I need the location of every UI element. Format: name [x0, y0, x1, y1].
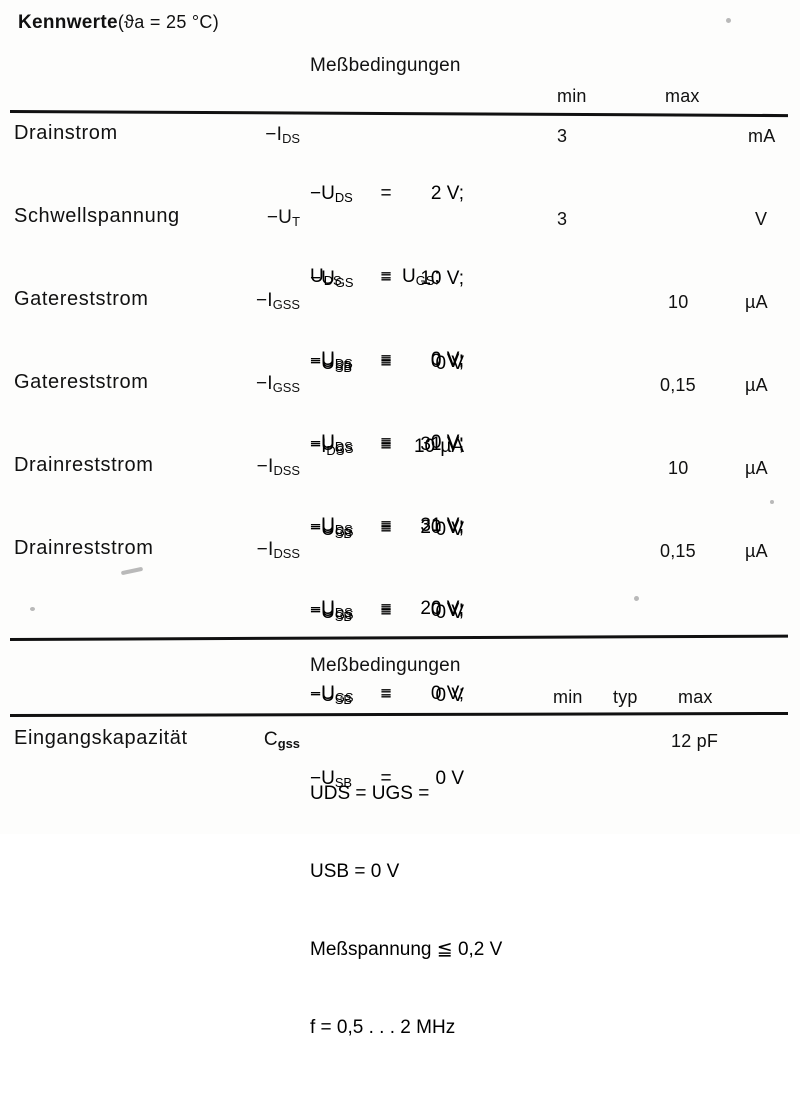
condition-line: −UGS = 31 V;: [310, 434, 464, 456]
datasheet-page: Kennwerte(ϑa = 25 °C) Meßbedingungen min…: [9, 12, 789, 1038]
condition-line: USB = 0 V: [310, 861, 400, 882]
row-unit: V: [755, 209, 768, 229]
row-conditions: −UDS = 0 V; −UGS = 31 V; −USB = 0 V: [310, 290, 464, 601]
page-title-condition: (ϑa = 25 °C): [117, 12, 220, 32]
row-symbol: −IGSS: [255, 290, 300, 312]
row-max-value: 0,15: [660, 375, 696, 395]
row-min-value: 3: [557, 126, 568, 146]
scan-speck: [634, 596, 639, 601]
row-unit: µA: [745, 375, 768, 395]
condition-line: Meßspannung ≦ 0,2 V: [310, 939, 503, 960]
row-symbol: −IGSS: [255, 373, 300, 395]
condition-line: −UGS = 0 V;: [310, 600, 464, 622]
row-unit: µA: [745, 541, 768, 561]
condition-line: −UGS = 10 V;: [310, 268, 464, 290]
condition-line: −UDS = 20 V;: [310, 598, 464, 620]
row-symbol: Cgss: [263, 729, 300, 751]
row-conditions: UDS = UGS = USB = 0 V Meßspannung ≦ 0,2 …: [310, 729, 502, 1093]
row-parameter: Drainreststrom: [14, 537, 154, 559]
section1-conditions-header: Meßbedingungen: [310, 55, 461, 76]
row-parameter: Drainreststrom: [14, 454, 154, 476]
scan-speck: [30, 607, 35, 611]
scan-speck: [120, 566, 144, 576]
row-symbol: −IDSS: [256, 456, 300, 478]
condition-line: −UDS = 0 V;: [310, 432, 464, 454]
row-conditions: −UDS = 2 V; −UGS = 10 V; −USB = 0 V: [310, 124, 464, 435]
condition-line: −UDS = 2 V;: [310, 183, 464, 205]
condition-line: −UDS = 31 V;: [310, 515, 464, 537]
row-conditions: −UDS = 20 V; −UGS = 0 V; −USB = 0 V: [310, 539, 464, 850]
page-title: Kennwerte(ϑa = 25 °C): [18, 12, 219, 34]
row-symbol: −IDS: [265, 124, 300, 146]
row-unit: mA: [748, 126, 776, 146]
condition-line: −UGS = 0 V;: [310, 683, 464, 705]
condition-line: −UGS = 20 V;: [310, 517, 464, 539]
row-max-value: 10: [668, 292, 689, 312]
condition-line: −USB = 0 V: [310, 519, 464, 541]
condition-line: −USB = 0 V: [310, 602, 464, 624]
condition-line: −USB = 0 V: [310, 685, 464, 707]
condition-line: f = 0,5 . . . 2 MHz: [310, 1017, 456, 1038]
condition-line: −USB = 0 V: [310, 768, 464, 790]
section1-col-max: max: [665, 86, 700, 106]
row-min-value: 3: [557, 209, 568, 229]
section1-col-min: min: [557, 86, 587, 106]
row-conditions: −UDS = 31 V; −UGS = 0 V; −USB = 0 V: [310, 456, 464, 767]
section2-conditions-header: Meßbedingungen: [310, 655, 461, 676]
section1-top-rule: [9, 110, 788, 118]
row-unit: µA: [745, 292, 768, 312]
section2-col-max: max: [678, 687, 713, 707]
row-conditions: UDS = UGS; −USB = 0 V; −IDS = 10 µA: [310, 207, 468, 518]
row-conditions: −UDS = 0 V; −UGS = 20 V; −USB = 0 V: [310, 373, 464, 684]
row-symbol: −IDSS: [256, 539, 300, 561]
condition-line: −UDS = 0 V;: [310, 349, 464, 371]
scan-speck: [770, 500, 774, 504]
condition-line: UDS = UGS;: [310, 266, 440, 288]
row-max-value: 10: [668, 458, 689, 478]
scan-speck: [726, 18, 731, 23]
row-symbol: −UT: [266, 207, 300, 229]
row-parameter: Drainstrom: [14, 122, 118, 144]
row-parameter: Gatereststrom: [14, 288, 149, 310]
row-parameter: Schwellspannung: [14, 205, 180, 227]
section2-col-typ: typ: [613, 687, 638, 707]
condition-line: −USB = 0 V;: [310, 351, 464, 373]
row-parameter: Eingangskapazität: [14, 727, 188, 749]
page-title-text: Kennwerte: [18, 12, 118, 33]
condition-line: −USB = 0 V: [310, 353, 464, 375]
row-max-value: 0,15: [660, 541, 696, 561]
row-unit: µA: [745, 458, 768, 478]
row-max-value: 12 pF: [671, 731, 719, 751]
section2-col-min: min: [553, 687, 583, 707]
condition-line: UDS = UGS =: [310, 783, 430, 804]
condition-line: −IDS = 10 µA: [310, 436, 464, 458]
row-parameter: Gatereststrom: [14, 371, 149, 393]
